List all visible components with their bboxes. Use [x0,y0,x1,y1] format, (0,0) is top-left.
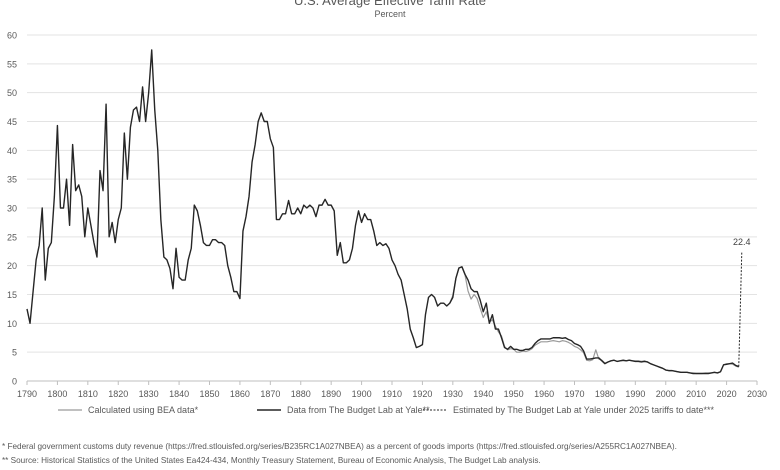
x-tick-label: 1950 [504,389,524,399]
x-tick-label: 1960 [534,389,554,399]
x-tick-label: 1990 [625,389,645,399]
x-tick-label: 1860 [230,389,250,399]
x-tick-label: 1870 [260,389,280,399]
y-tick-label: 40 [7,146,17,156]
legend-item-yale: Data from The Budget Lab at Yale** [257,405,430,415]
annotations: 22.4 [733,237,751,247]
x-tick-label: 2010 [686,389,706,399]
x-tick-label: 2000 [656,389,676,399]
x-tick-label: 1940 [473,389,493,399]
footnote-bea: * Federal government customs duty revenu… [2,442,677,451]
x-tick-label: 1930 [443,389,463,399]
legend-item-bea: Calculated using BEA data* [58,405,198,415]
series-lines [26,49,743,375]
x-tick-label: 1820 [108,389,128,399]
x-tick-label: 2020 [717,389,737,399]
series-line-yale [26,49,739,375]
legend-swatch-bea [58,409,82,411]
x-tick-label: 1890 [321,389,341,399]
line-chart: 0 5 10 15 20 25 30 35 40 45 50 55 60 1790 1800 1810 182… [7,31,767,400]
legend-label-bea: Calculated using BEA data* [88,405,199,415]
y-tick-label: 20 [7,261,17,271]
legend-label-estimate: Estimated by The Budget Lab at Yale unde… [453,405,715,415]
legend-label-yale: Data from The Budget Lab at Yale** [287,405,430,415]
x-tick-label: 1830 [139,389,159,399]
y-axis-tick-labels: 0 5 10 15 20 25 30 35 40 45 50 55 60 [7,31,17,387]
x-tick-label: 2030 [747,389,767,399]
x-tick-label: 1970 [564,389,584,399]
y-tick-label: 25 [7,232,17,242]
x-tick-label: 1810 [78,389,98,399]
x-tick-label: 1850 [199,389,219,399]
x-tick-label: 1880 [291,389,311,399]
legend-item-estimate: Estimated by The Budget Lab at Yale unde… [423,405,714,415]
x-tick-label: 1790 [17,389,37,399]
y-tick-label: 50 [7,88,17,98]
data-label-2025: 22.4 [733,237,751,247]
legend-swatch-estimate [423,409,447,411]
x-tick-label: 1910 [382,389,402,399]
y-tick-label: 10 [7,319,17,329]
chart-legend: Calculated using BEA data* Data from The… [0,405,780,419]
x-tick-label: 1900 [352,389,372,399]
x-tick-label: 1840 [169,389,189,399]
y-tick-label: 60 [7,31,17,41]
chart-subtitle: Percent [374,9,406,19]
series-line-estimate [738,251,743,367]
chart-title: U.S. Average Effective Tariff Rate [294,0,486,8]
y-tick-label: 30 [7,204,17,214]
y-tick-label: 0 [12,377,17,387]
y-tick-label: 55 [7,59,17,69]
gridlines [27,34,757,382]
footnote-source: ** Source: Historical Statistics of the … [2,456,541,465]
x-tick-label: 1980 [595,389,615,399]
y-tick-label: 5 [12,348,17,358]
y-tick-label: 45 [7,117,17,127]
x-tick-label: 1920 [412,389,432,399]
x-tick-label: 1800 [47,389,67,399]
y-tick-label: 35 [7,175,17,185]
legend-swatch-yale [257,409,281,411]
y-tick-label: 15 [7,290,17,300]
x-axis-tick-labels: 1790 1800 1810 1820 1830 1840 1850 1860 1870 1880… [17,381,767,399]
